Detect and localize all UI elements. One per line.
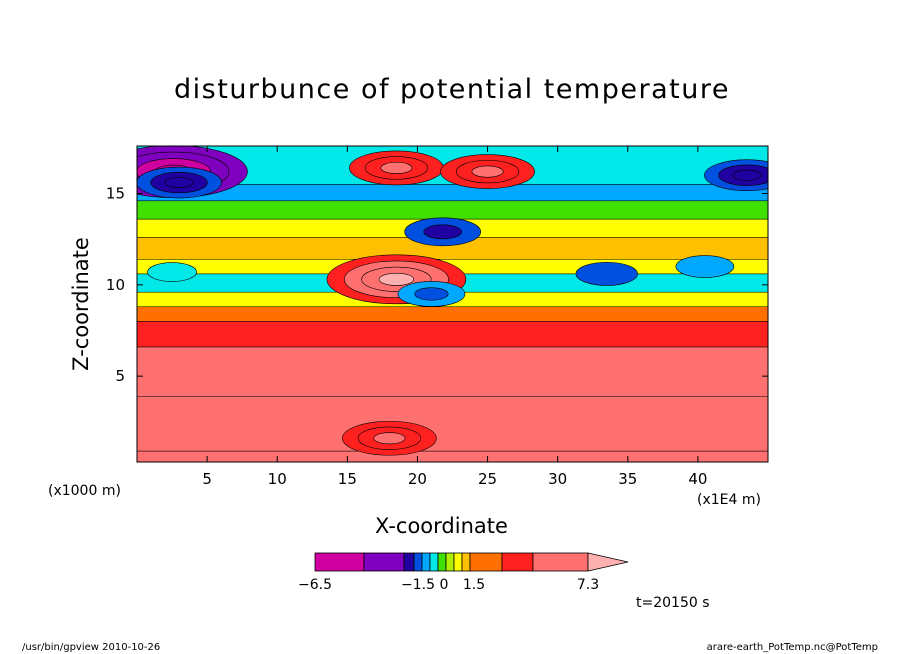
anomaly-4-ring-1 (423, 224, 462, 240)
plot-area (137, 146, 768, 462)
colorbar-swatch-5 (429, 552, 439, 572)
anomaly-10-ring-1 (414, 287, 449, 301)
colorbar-swatch-4 (421, 552, 431, 572)
y-tick-label-1: 10 (106, 276, 125, 294)
anomaly-5-ring-1 (732, 169, 762, 181)
y-axis-label: Z-coordinate (69, 237, 93, 371)
colorbar-swatch-7 (445, 552, 455, 572)
y-tick-label-0: 5 (115, 367, 125, 385)
x-tick-label-0: 5 (202, 470, 212, 488)
anomaly-11-ring-1 (373, 432, 406, 445)
x-tick-label-7: 40 (688, 470, 707, 488)
colorbar-swatch-0 (314, 552, 365, 572)
layer-2 (137, 346, 768, 397)
colorbar-label-3: 1.5 (463, 577, 485, 593)
colorbar-swatch-1 (363, 552, 405, 572)
x-tick-label-5: 30 (548, 470, 567, 488)
colorbar-label-0: −6.5 (298, 577, 332, 593)
anomaly-6-ring-1 (147, 262, 197, 282)
colorbar-swatch-6 (437, 552, 447, 572)
colorbar-label-2: 0 (440, 577, 449, 593)
anomaly-9-ring-1 (378, 272, 415, 286)
colorbar-swatch-2 (403, 552, 415, 572)
colorbar-swatch-11 (501, 552, 534, 572)
colorbar-arrow (587, 552, 629, 572)
x-unit-left: (x1000 m) (48, 483, 121, 499)
colorbar-label-1: −1.5 (401, 577, 435, 593)
colorbar-swatch-9 (461, 552, 471, 572)
colorbar-swatch-8 (453, 552, 463, 572)
x-tick-label-4: 25 (478, 470, 497, 488)
x-tick-label-3: 20 (408, 470, 427, 488)
layer-10 (137, 200, 768, 220)
layer-1 (137, 395, 768, 452)
footer-left: /usr/bin/gpview 2010-10-26 (22, 642, 161, 653)
footer-right: arare-earth_PotTemp.nc@PotTemp (706, 642, 878, 653)
anomaly-1-ring-1 (164, 177, 194, 188)
x-tick-label-6: 35 (618, 470, 637, 488)
layer-4 (137, 306, 768, 322)
time-label: t=20150 s (636, 595, 710, 611)
anomaly-2-ring-1 (380, 161, 413, 174)
y-tick-label-2: 15 (106, 184, 125, 202)
anomaly-8-ring-1 (675, 255, 735, 278)
x-axis-label: X-coordinate (375, 514, 508, 538)
x-tick-label-1: 10 (268, 470, 287, 488)
x-unit-right: (x1E4 m) (697, 492, 761, 508)
colorbar-swatch-3 (413, 552, 423, 572)
anomaly-7-ring-1 (575, 261, 638, 286)
colorbar: −6.5 −1.5 0 1.5 7.3 (298, 552, 629, 593)
layer-3 (137, 321, 768, 348)
colorbar-swatch-10 (469, 552, 503, 572)
anomaly-3-ring-1 (471, 165, 504, 178)
y-axis: 5 10 15 (106, 184, 768, 385)
layer-0 (137, 450, 768, 462)
x-tick-label-2: 15 (338, 470, 357, 488)
chart-title: disturbunce of potential temperature (174, 74, 730, 105)
colorbar-label-4: 7.3 (577, 577, 599, 593)
x-axis: 5 10 15 20 25 30 35 40 (202, 146, 707, 488)
plot-frame (136, 145, 769, 463)
colorbar-swatch-12 (532, 552, 589, 572)
